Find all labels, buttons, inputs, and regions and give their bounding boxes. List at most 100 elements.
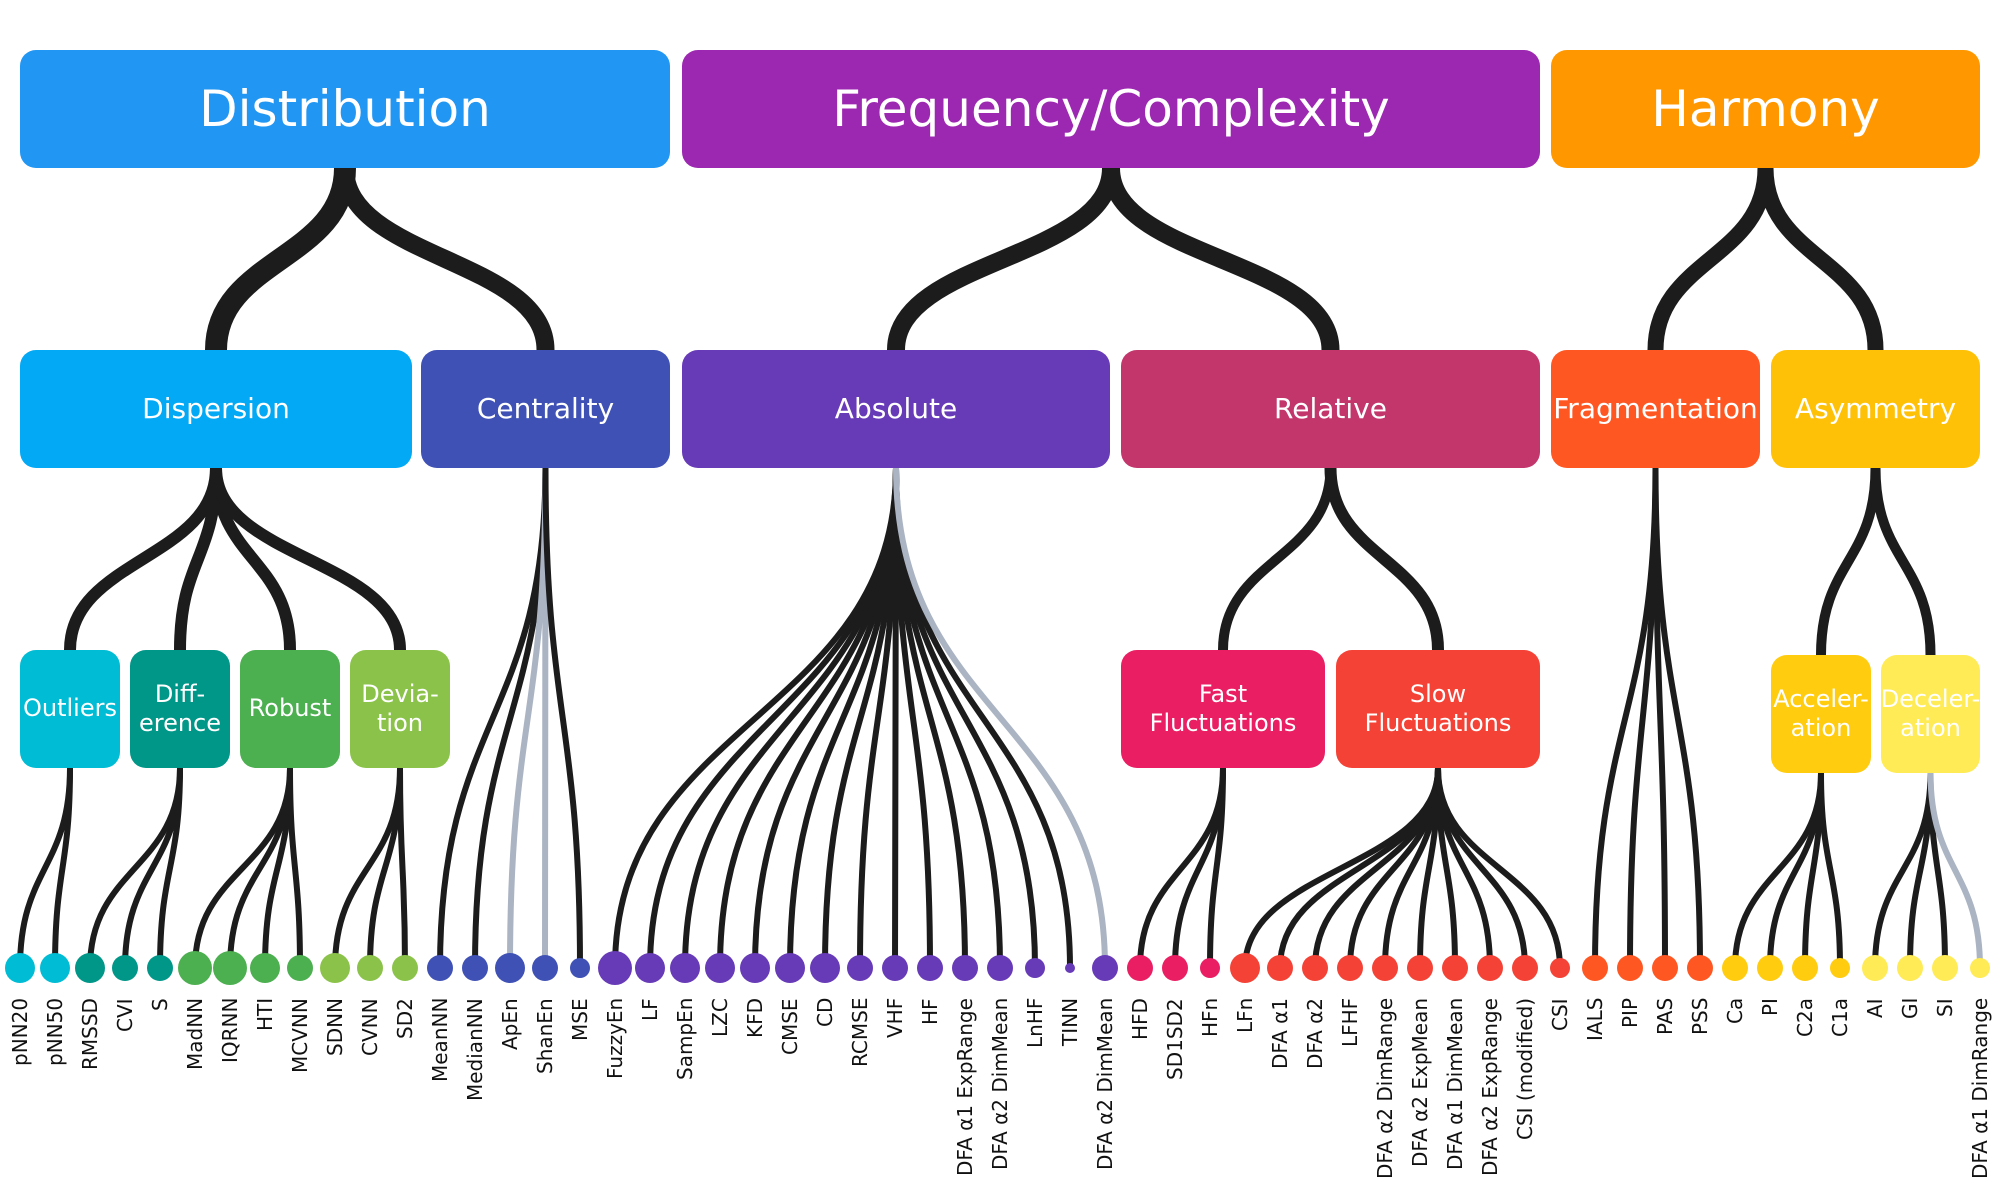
group-slow-fluctuations[interactable]: Slow Fluctuations [1336,650,1540,768]
index-label: FuzzyEn [603,997,627,1079]
subcategory-fragmentation[interactable]: Fragmentation [1551,350,1760,468]
index-dot[interactable] [1372,955,1398,981]
index-dot[interactable] [1512,955,1538,981]
index-dot[interactable] [1065,963,1075,973]
edge-harmony-fragmentation [1647,160,1774,358]
subcategory-dispersion[interactable]: Dispersion [20,350,412,468]
index-dot[interactable] [847,955,873,981]
index-dot[interactable] [1792,955,1818,981]
index-label: MedianNN [463,998,487,1101]
index-dot[interactable] [1862,955,1888,981]
edge-leaf [87,765,183,971]
index-label: Ca [1723,997,1747,1024]
edge-leaf [1802,770,1824,971]
category-frequency-complexity[interactable]: Frequency/Complexity [682,50,1540,168]
edge-dispersion-deviation [210,462,406,656]
index-dot[interactable] [357,955,383,981]
index-dot[interactable] [1550,958,1570,978]
index-dot[interactable] [1757,955,1783,981]
index-dot[interactable] [250,953,280,983]
index-dot[interactable] [1337,955,1363,981]
group-deceleration[interactable]: Deceler- ation [1881,655,1980,773]
category-harmony[interactable]: Harmony [1551,50,1980,168]
index-dot[interactable] [495,953,525,983]
index-label: PSS [1688,997,1712,1035]
index-label: SD2 [393,998,417,1039]
index-dot[interactable] [1830,958,1850,978]
index-label: CD [813,997,837,1027]
group-deviation[interactable]: Devia- tion [350,650,450,768]
index-dot[interactable] [1442,955,1468,981]
index-label: VHF [883,997,907,1038]
index-label: DFA α1 ExpRange [953,998,977,1176]
index-dot[interactable] [1025,958,1045,978]
index-label: DFA α1 [1268,997,1292,1069]
index-dot[interactable] [1267,955,1293,981]
index-dot[interactable] [1302,955,1328,981]
index-dot[interactable] [740,953,770,983]
group-outliers[interactable]: Outliers [20,650,120,768]
index-dot[interactable] [1127,955,1153,981]
index-dot[interactable] [287,955,313,981]
index-dot[interactable] [1092,955,1118,981]
index-dot[interactable] [532,955,558,981]
index-dot[interactable] [1722,955,1748,981]
index-label: pNN20 [8,997,32,1066]
category-distribution[interactable]: Distribution [20,50,670,168]
index-dot[interactable] [1200,958,1220,978]
index-dot[interactable] [462,955,488,981]
index-dot[interactable] [1687,955,1713,981]
index-label: CMSE [778,998,802,1055]
group-fast-fluctuations[interactable]: Fast Fluctuations [1121,650,1325,768]
index-dot[interactable] [40,953,70,983]
index-label: HFD [1128,998,1152,1040]
edge-leaf [1818,770,1843,971]
index-dot[interactable] [147,955,173,981]
group-difference[interactable]: Diff- erence [130,650,230,768]
index-dot[interactable] [1617,955,1643,981]
index-dot[interactable] [1970,958,1990,978]
index-label: CSI [1548,998,1572,1031]
index-dot[interactable] [5,953,35,983]
index-dot[interactable] [75,953,105,983]
subcategory-centrality[interactable]: Centrality [421,350,670,468]
index-dot[interactable] [952,955,978,981]
index-dot[interactable] [1162,955,1188,981]
index-dot[interactable] [705,953,735,983]
index-dot[interactable] [670,953,700,983]
index-dot[interactable] [775,953,805,983]
tree-edges [17,157,1983,971]
index-dot[interactable] [882,955,908,981]
edge-frequency-relative [1102,159,1340,359]
index-dot[interactable] [917,955,943,981]
index-dot[interactable] [635,953,665,983]
index-dot[interactable] [427,955,453,981]
edge-frequency-absolute [887,159,1120,359]
index-label: SI [1933,998,1957,1017]
index-dot[interactable] [598,951,632,985]
edge-leaf [1592,465,1659,971]
index-dot[interactable] [112,955,138,981]
index-dot[interactable] [1477,955,1503,981]
subcategory-absolute[interactable]: Absolute [682,350,1110,468]
index-dot[interactable] [1582,955,1608,981]
subcategory-relative[interactable]: Relative [1121,350,1540,468]
index-dot[interactable] [213,951,247,985]
index-dot[interactable] [570,958,590,978]
index-dot[interactable] [178,951,212,985]
index-label: PI [1758,998,1782,1016]
index-dot[interactable] [320,953,350,983]
index-dot[interactable] [1230,953,1260,983]
index-dot[interactable] [987,955,1013,981]
index-dot[interactable] [1652,955,1678,981]
index-dot[interactable] [810,953,840,983]
index-dot[interactable] [1932,955,1958,981]
index-dot[interactable] [1897,955,1923,981]
group-acceleration[interactable]: Acceler- ation [1771,655,1871,773]
index-label: IALS [1583,997,1607,1041]
edge-leaf [1927,770,1983,971]
index-dot[interactable] [392,955,418,981]
subcategory-asymmetry[interactable]: Asymmetry [1771,350,1980,468]
group-robust[interactable]: Robust [240,650,340,768]
index-dot[interactable] [1407,955,1433,981]
